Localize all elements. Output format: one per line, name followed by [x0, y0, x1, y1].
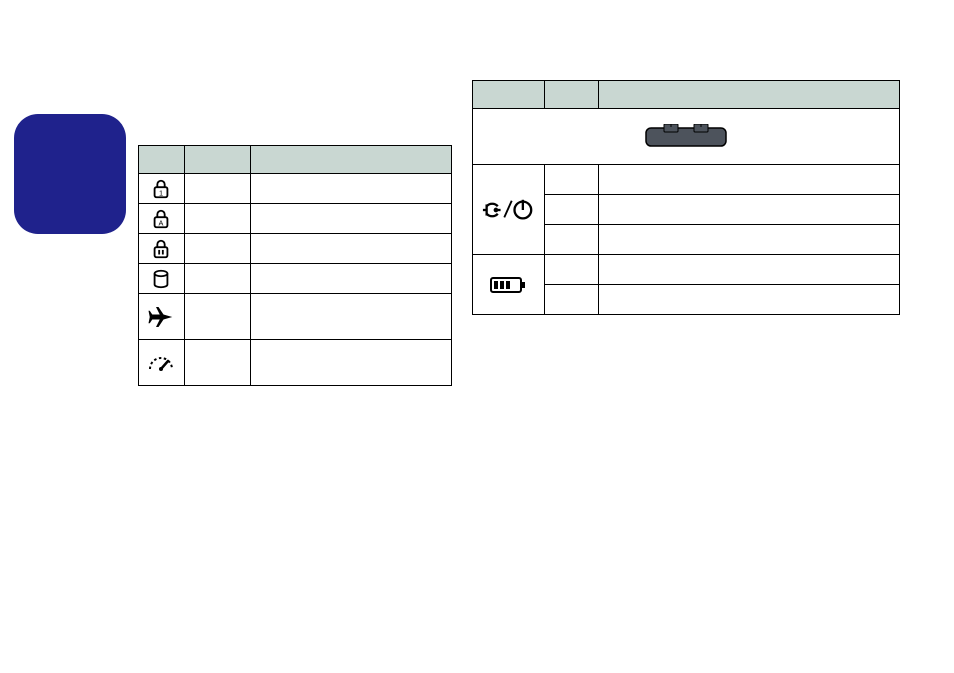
cell	[250, 204, 451, 234]
header-cell	[139, 146, 185, 174]
cell	[250, 264, 451, 294]
table-row	[473, 255, 900, 285]
cell	[598, 255, 899, 285]
icon-cell	[473, 255, 545, 315]
icon-cell	[473, 165, 545, 255]
table-row-hub	[473, 109, 900, 165]
icon-cell	[139, 264, 185, 294]
cell	[184, 340, 250, 386]
cell	[184, 294, 250, 340]
cell	[544, 225, 598, 255]
svg-text:A: A	[159, 218, 164, 227]
cell	[544, 195, 598, 225]
right-table	[472, 80, 900, 315]
battery-icon	[488, 274, 528, 296]
header-cell	[544, 81, 598, 109]
cell	[184, 174, 250, 204]
table-row	[473, 165, 900, 195]
cell	[250, 294, 451, 340]
icon-cell: A	[139, 204, 185, 234]
table-row: 1	[139, 174, 452, 204]
cell	[544, 255, 598, 285]
numlock-icon: 1	[150, 178, 172, 200]
table-row	[139, 234, 452, 264]
table-row: A	[139, 204, 452, 234]
blue-card	[14, 114, 126, 234]
icon-cell: 1	[139, 174, 185, 204]
icon-cell	[139, 340, 185, 386]
cell	[544, 285, 598, 315]
cell	[184, 234, 250, 264]
cell	[250, 174, 451, 204]
icon-cell	[139, 234, 185, 264]
plug-power-icon	[480, 197, 536, 223]
icon-cell	[139, 294, 185, 340]
table-row	[139, 340, 452, 386]
cell	[598, 195, 899, 225]
svg-text:1: 1	[159, 188, 163, 197]
disk-icon	[150, 268, 172, 290]
header-cell	[598, 81, 899, 109]
header-cell	[250, 146, 451, 174]
table-row	[139, 294, 452, 340]
hub-illustration	[644, 124, 728, 150]
header-cell	[184, 146, 250, 174]
cell	[184, 204, 250, 234]
cell	[598, 285, 899, 315]
cell	[544, 165, 598, 195]
cell	[250, 234, 451, 264]
table-header-row	[473, 81, 900, 109]
left-table: 1 A	[138, 145, 452, 386]
capslock-icon: A	[150, 208, 172, 230]
header-cell	[473, 81, 545, 109]
hub-cell	[473, 109, 900, 165]
airplane-icon	[146, 302, 176, 332]
scrolllock-icon	[150, 238, 172, 260]
cell	[250, 340, 451, 386]
cell	[184, 264, 250, 294]
table-header-row	[139, 146, 452, 174]
table-row	[139, 264, 452, 294]
cell	[598, 225, 899, 255]
fan-icon	[146, 351, 176, 375]
cell	[598, 165, 899, 195]
